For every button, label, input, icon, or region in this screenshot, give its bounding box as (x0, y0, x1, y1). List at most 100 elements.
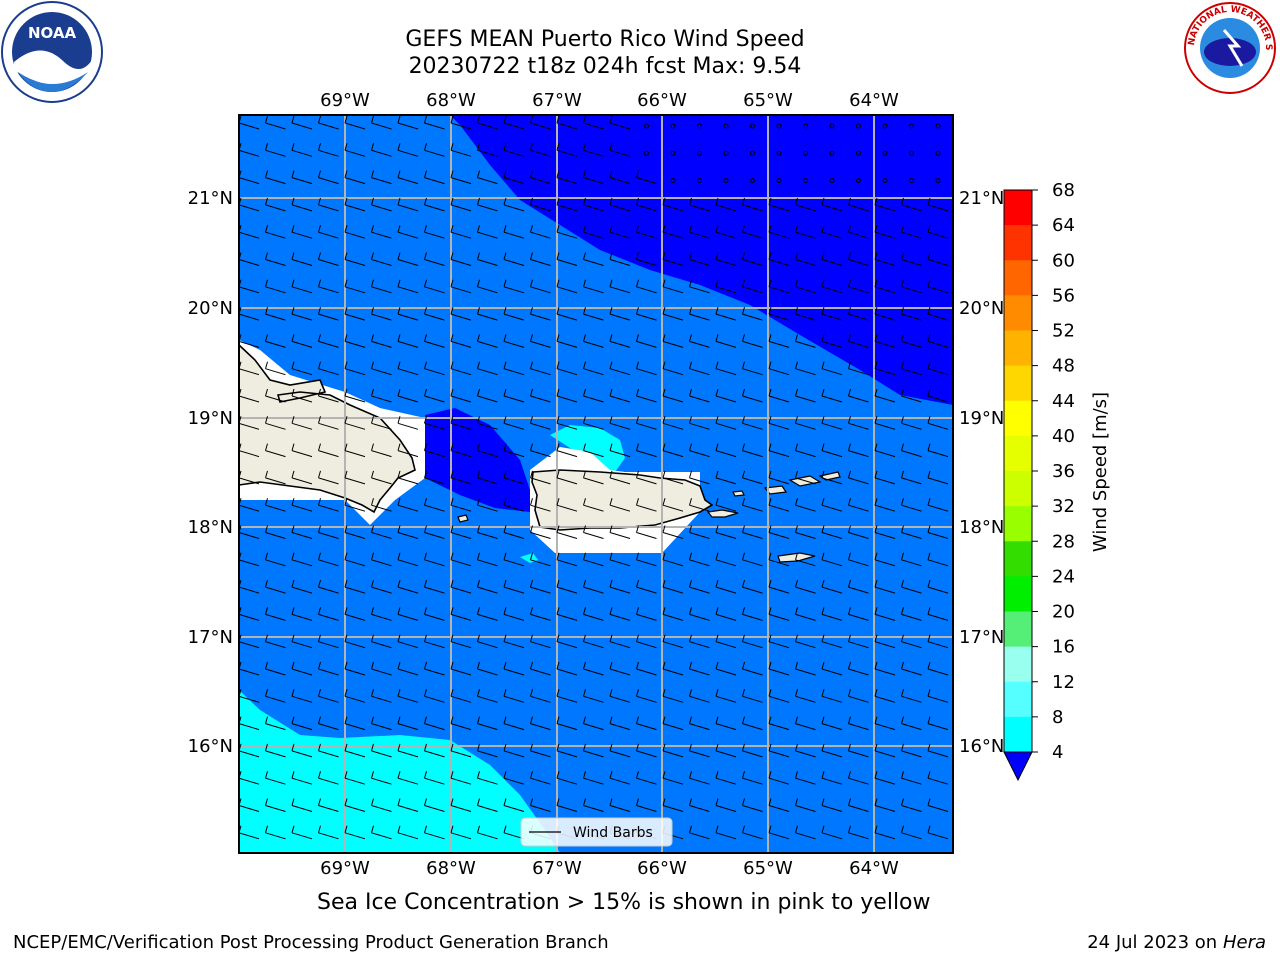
colorbar-segment (1004, 435, 1032, 472)
wind-barb (848, 470, 869, 485)
wind-barb (371, 689, 392, 703)
lat-label: 17°N (959, 627, 1004, 648)
wind-barb (611, 852, 612, 853)
wind-barb (450, 443, 472, 458)
wind-barb (609, 115, 631, 130)
wind-barb (715, 388, 737, 403)
wind-barb (556, 552, 578, 567)
wind-barb (450, 252, 472, 266)
wind-barb (689, 771, 710, 785)
wind-barb (556, 388, 578, 403)
wind-barb (344, 798, 366, 812)
wind-barb (874, 634, 896, 649)
colorbar-tick-label: 24 (1052, 566, 1075, 587)
wind-barb (901, 525, 922, 539)
wind-barb (291, 170, 313, 185)
wind-barb (636, 552, 657, 567)
wind-barb (265, 225, 286, 239)
colorbar-tick-label: 4 (1052, 742, 1063, 763)
wind-barb (318, 416, 339, 430)
land-vieques (706, 509, 739, 518)
wind-barb (397, 334, 419, 348)
wind-barb (848, 716, 869, 731)
wind-barb (874, 552, 896, 567)
wind-barb (742, 334, 763, 348)
wind-barb (742, 388, 763, 403)
wind-barb (318, 443, 339, 458)
wind-barb (795, 689, 816, 703)
wind-barb (821, 361, 843, 376)
wind-barb (636, 388, 657, 403)
wind-barb (768, 416, 790, 430)
wind-barb (795, 225, 816, 239)
wind-barb (848, 334, 869, 348)
wind-barb (265, 743, 286, 758)
wind-region-cyan-north-pr (550, 425, 625, 472)
lat-label: 21°N (959, 188, 1004, 209)
wind-barb (530, 743, 551, 758)
calm-barb (856, 150, 861, 156)
wind-barb (477, 798, 498, 812)
wind-barb (742, 279, 763, 294)
wind-barb (927, 689, 949, 703)
wind-barb (874, 225, 896, 239)
wind-barb (450, 552, 472, 567)
wind-barb (901, 716, 922, 731)
wind-barb (291, 115, 313, 130)
wind-barb (344, 634, 366, 649)
wind-barb (636, 525, 657, 539)
wind-barb (371, 306, 392, 321)
wind-barb (503, 607, 525, 621)
wind-barb (424, 388, 445, 403)
wind-barb (344, 825, 366, 840)
wind-barb (450, 716, 472, 731)
colorbar-tick-label: 56 (1052, 285, 1075, 306)
wind-barb (742, 552, 763, 567)
wind-barb (874, 689, 896, 703)
wind-barb (477, 252, 498, 266)
wind-barb (424, 579, 445, 594)
wind-barb (265, 361, 286, 376)
wind-barb (477, 689, 498, 703)
wind-barb (450, 197, 472, 212)
wind-barb (503, 143, 525, 157)
wind-barb (636, 225, 657, 239)
wind-barb (903, 852, 904, 853)
wind-barb (609, 252, 631, 266)
wind-barb (795, 279, 816, 294)
wind-barb (927, 225, 949, 239)
wind-barb (609, 498, 631, 512)
wind-barb (503, 197, 525, 212)
wind-barb (874, 388, 896, 403)
colorbar-tick-label: 12 (1052, 672, 1075, 693)
wind-barb (795, 607, 816, 621)
lat-labels-right: 21°N 20°N 19°N 18°N 17°N 16°N (959, 188, 1004, 757)
wind-barb (530, 225, 551, 239)
wind-barbs (239, 115, 949, 853)
wind-barb (689, 607, 710, 621)
colorbar-tick-label: 20 (1052, 602, 1075, 623)
calm-barb (803, 178, 808, 184)
colorbar: 68 64 60 56 52 48 44 40 36 32 28 24 20 16 12 8 4 (1003, 180, 1075, 782)
wind-barb (874, 470, 896, 485)
wind-barb (848, 416, 869, 430)
wind-barb (927, 579, 949, 594)
wind-barb (477, 306, 498, 321)
wind-barb (662, 252, 684, 266)
wind-barb (689, 661, 710, 676)
wind-barb (397, 443, 419, 458)
wind-barb (636, 279, 657, 294)
calm-barb (803, 123, 808, 129)
wind-barb (477, 143, 498, 157)
wind-barb (371, 252, 392, 266)
wind-barb (662, 798, 684, 812)
colorbar-segment (1004, 471, 1032, 507)
wind-barb (344, 498, 366, 512)
wind-barb (609, 443, 631, 458)
wind-barb (795, 771, 816, 785)
lat-label: 19°N (959, 408, 1004, 429)
wind-barb (715, 334, 737, 348)
calm-barb (644, 123, 649, 129)
graticule (239, 115, 953, 853)
